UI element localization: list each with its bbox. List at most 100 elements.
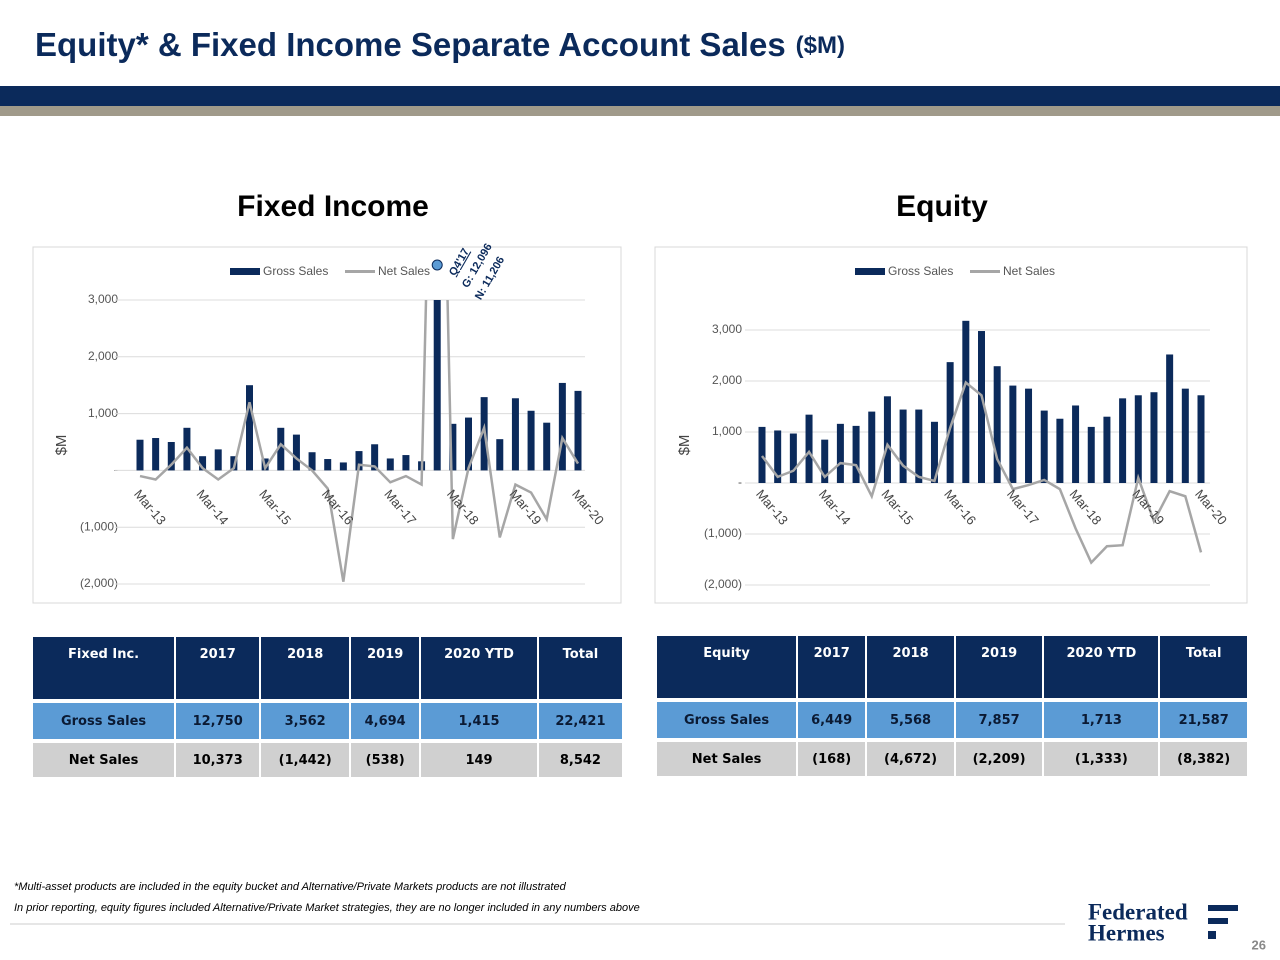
table-row: Net Sales (168) (4,672) (2,209) (1,333) (8,38… [657,742,1247,776]
table-cell: Total [1160,636,1247,698]
table-cell: (538) [351,743,420,777]
table-cell: 2020 YTD [1044,636,1159,698]
bar [558,382,566,471]
y-tick-label: 2,000 [88,349,118,363]
table-cell: 2018 [867,636,954,698]
table-cell: 2017 [176,637,260,699]
bar [915,409,923,483]
footnote: In prior reporting, equity figures inclu… [14,902,640,914]
logo-mark [1208,905,1238,939]
bar [543,422,551,471]
table-cell: (2,209) [955,742,1043,776]
y-tick-label: - [738,475,742,489]
bar [899,409,907,483]
title-unit: ($M) [796,32,845,59]
bar [774,430,782,483]
title-text: Equity* & Fixed Income Separate Account … [35,26,786,63]
bar [836,423,844,483]
bar [1181,388,1189,483]
plot [136,300,582,582]
table-cell: Gross Sales [657,702,797,738]
table-cell: 5,568 [867,702,954,738]
bar [758,426,766,483]
logo-text: Federated [1088,899,1188,924]
y-tick-label: 2,000 [712,373,742,387]
bar [1119,398,1127,483]
bar [1072,405,1080,483]
legend-swatch [855,268,885,275]
table-cell: 8,542 [538,743,622,777]
table-cell: 22,421 [538,703,622,739]
bar [574,390,582,471]
bar [1197,395,1205,483]
bar [1166,354,1174,483]
table-cell: (1,442) [261,743,350,777]
table-cell: 149 [421,743,537,777]
y-tick-label: 3,000 [712,322,742,336]
bar [246,385,253,471]
table-cell: 1,415 [421,703,537,739]
header-band-gray [0,106,1280,116]
table-cell: 21,587 [1160,702,1247,738]
table-row: Gross Sales 6,449 5,568 7,857 1,713 21,587 [657,702,1247,738]
bar [1040,410,1048,483]
table-cell: 2018 [261,637,350,699]
table-cell: 4,694 [351,703,420,739]
page-number: 26 [1252,937,1266,952]
bar [277,427,285,471]
header-band [0,86,1280,106]
y-tick-label: (2,000) [704,577,742,591]
footnote: *Multi-asset products are included in th… [14,881,567,893]
table-row: Fixed Inc. 2017 2018 2019 2020 YTD Total [33,637,622,699]
table-cell: Net Sales [657,742,797,776]
bar [1134,395,1142,483]
table-cell: Fixed Inc. [33,637,175,699]
logo-text: Hermes [1088,920,1165,945]
bar [167,442,175,471]
bar [789,433,797,483]
slide-title: Equity* & Fixed Income Separate Account … [35,26,845,63]
bar [199,456,207,471]
bar [433,300,441,471]
bar [308,452,316,471]
table-cell: (4,672) [867,742,954,776]
bar [930,421,938,483]
legend-label: Net Sales [378,264,430,278]
table-cell: 7,857 [955,702,1043,738]
table-cell: Gross Sales [33,703,175,739]
y-tick-label: (1,000) [704,526,742,540]
table-row: Gross Sales 12,750 3,562 4,694 1,415 22,421 [33,703,622,739]
table-row: Equity 2017 2018 2019 2020 YTD Total [657,636,1247,698]
bar [946,362,954,483]
y-tick-label: (1,000) [80,519,118,533]
table-cell: 3,562 [261,703,350,739]
bar [821,439,829,483]
bar [511,398,519,471]
bar [449,423,457,471]
chart-title: Equity [896,190,988,223]
table-cell: (8,382) [1160,742,1247,776]
table-cell: 12,750 [176,703,260,739]
bar [339,462,347,471]
bar [465,417,472,471]
bar [993,366,1001,483]
bar [1009,385,1017,483]
y-tick-label: 1,000 [712,424,742,438]
y-tick-label: (2,000) [80,576,118,590]
table-cell: 1,713 [1044,702,1159,738]
y-axis-label: $M [676,435,693,456]
net-sales-line [139,300,580,582]
table-cell: 2019 [955,636,1043,698]
table-cell: 2020 YTD [421,637,537,699]
chart-title: Fixed Income [237,190,429,223]
bar [214,449,222,471]
bar [1056,418,1064,483]
bar [1103,416,1111,483]
bar [527,410,535,471]
bar [805,414,813,483]
annotation-dot [431,259,443,271]
legend-label: Gross Sales [888,264,953,278]
y-axis-label: $M [53,435,70,456]
